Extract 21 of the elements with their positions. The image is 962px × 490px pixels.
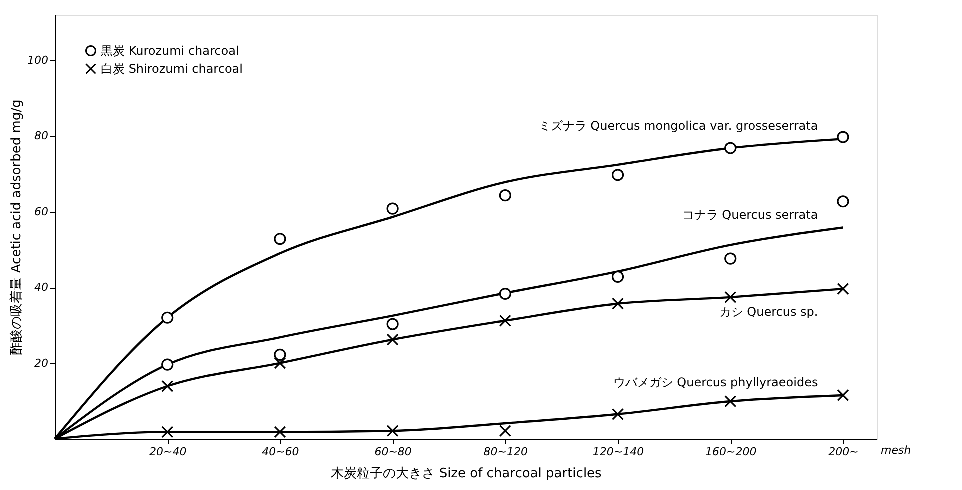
x-tick-label: 80~120 [484,446,528,458]
x-tick-label: 200~ [828,446,859,458]
y-tick-label: 80 [34,130,48,143]
x-tick-label: 40~60 [262,446,300,458]
series-label: ウバメガシ Quercus phyllyraeoides [613,375,818,390]
x-tick-label: 160~200 [706,446,757,458]
legend-label: 黒炭 Kurozumi charcoal [101,44,240,58]
y-tick-label: 20 [34,356,48,370]
y-tick-label: 40 [34,281,48,294]
x-tick-label: 120~140 [592,446,644,458]
y-axis-title: 酢酸の吸着量 Acetic acid adsorbed mg/g [8,100,25,356]
text: mesh [881,444,912,457]
series-label: コナラ Quercus serrata [682,208,818,222]
x-tick-label: 20~40 [149,446,187,458]
series-label: カシ Quercus sp. [719,305,818,320]
series-label: ミズナラ Quercus mongolica var. grosseserrata [538,119,818,134]
x-axis-title: 木炭粒子の大きさ Size of charcoal particles [331,466,602,482]
x-tick-label: 60~80 [374,446,412,458]
y-tick-label: 60 [34,205,48,218]
legend-label: 白炭 Shirozumi charcoal [101,62,243,76]
y-tick-label: 100 [28,54,48,67]
